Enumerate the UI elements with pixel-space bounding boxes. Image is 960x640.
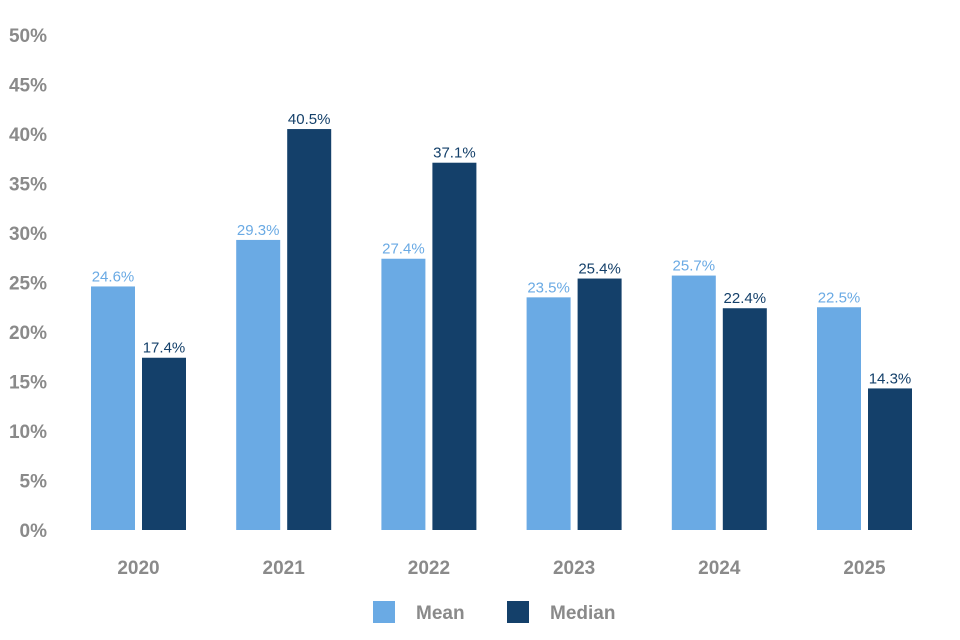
x-axis: 2020 2021 2022 2023 2024 2025: [117, 558, 886, 579]
bar-median-2025: [868, 388, 912, 530]
data-label-median-2022: 37.1%: [433, 145, 476, 162]
data-label-mean-2024: 25.7%: [673, 258, 716, 275]
y-tick-label: 45%: [9, 76, 47, 97]
y-tick-label: 30%: [9, 224, 47, 245]
bar-mean-2025: [817, 307, 861, 530]
x-tick-label: 2025: [843, 558, 886, 579]
x-tick-label: 2021: [263, 558, 306, 579]
legend-label-median: Median: [550, 603, 615, 624]
y-tick-label: 50%: [9, 26, 47, 47]
y-tick-label: 20%: [9, 323, 47, 344]
legend-swatch-mean: [373, 601, 395, 623]
data-label-median-2025: 14.3%: [869, 370, 912, 387]
data-label-mean-2023: 23.5%: [527, 279, 570, 296]
legend: Mean Median: [373, 601, 615, 624]
bar-mean-2021: [236, 239, 281, 530]
data-label-median-2021: 40.5%: [288, 111, 331, 128]
x-tick-label: 2024: [698, 558, 741, 579]
bars: [91, 129, 912, 531]
bar-median-2021: [287, 129, 332, 531]
data-label-mean-2022: 27.4%: [382, 241, 425, 258]
bar-mean-2020: [91, 286, 135, 530]
x-tick-label: 2023: [553, 558, 595, 579]
y-tick-label: 40%: [9, 125, 47, 146]
y-tick-label: 0%: [20, 521, 48, 542]
y-tick-label: 35%: [9, 175, 47, 196]
data-label-mean-2020: 24.6%: [92, 268, 135, 285]
data-label-median-2020: 17.4%: [143, 340, 186, 357]
y-tick-label: 5%: [20, 472, 48, 493]
legend-label-mean: Mean: [416, 603, 465, 624]
x-tick-label: 2022: [408, 558, 450, 579]
y-axis: 0% 5% 10% 15% 20% 25% 30% 35% 40% 45% 50%: [9, 26, 47, 542]
bar-mean-2023: [526, 297, 571, 530]
bar-median-2020: [142, 357, 186, 530]
legend-swatch-median: [507, 601, 529, 623]
data-label-median-2024: 22.4%: [724, 290, 767, 307]
bar-median-2023: [577, 278, 622, 530]
y-tick-label: 15%: [9, 373, 47, 394]
bar-mean-2022: [381, 258, 426, 530]
data-label-mean-2021: 29.3%: [237, 222, 280, 239]
bar-median-2022: [432, 162, 477, 530]
data-label-median-2023: 25.4%: [578, 261, 621, 278]
y-tick-label: 25%: [9, 274, 47, 295]
data-label-mean-2025: 22.5%: [818, 289, 861, 306]
y-tick-label: 10%: [9, 422, 47, 443]
bar-median-2024: [722, 308, 767, 530]
data-labels: 24.6% 17.4% 29.3% 40.5% 27.4% 37.1% 23.5% 25.4%…: [92, 111, 912, 387]
bar-mean-2024: [671, 275, 716, 530]
x-tick-label: 2020: [117, 558, 159, 579]
